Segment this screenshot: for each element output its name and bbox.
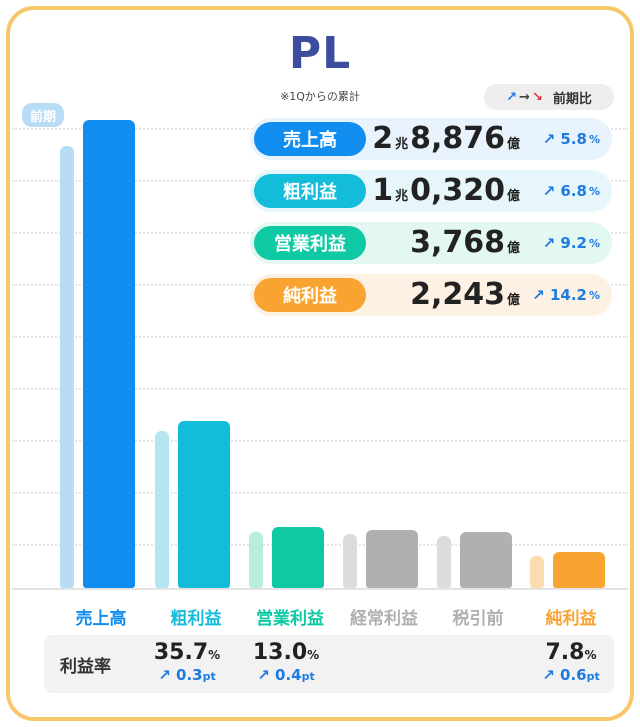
metric-change-value: 9.2 xyxy=(560,234,587,252)
grid-line xyxy=(12,336,628,338)
ratio-unit: % xyxy=(584,648,597,662)
bar-previous xyxy=(343,534,357,588)
metric-label: 売上高 xyxy=(254,122,366,156)
category-label: 税引前 xyxy=(452,609,504,629)
metric-change-value: 5.8 xyxy=(560,130,587,148)
category-label: 粗利益 xyxy=(170,609,222,629)
metric-change: ↗ 14.2% xyxy=(532,274,600,316)
category-label: 純利益 xyxy=(545,609,597,629)
metric-change-unit: % xyxy=(588,184,600,198)
bar-previous xyxy=(60,145,74,588)
legend-label: 前期比 xyxy=(552,91,592,107)
metric-row-operating-profit: 営業利益 3,768 億 ↗ 9.2% xyxy=(250,222,612,264)
page-subtitle: ※1Qからの累計 xyxy=(280,90,360,103)
arrow-up-icon: ↗ xyxy=(542,666,555,684)
ratio-change: 0.6 xyxy=(560,666,587,684)
change-legend: ↗ → ↘ 前期比 xyxy=(484,84,614,110)
ratio-change: 0.4 xyxy=(275,666,302,684)
arrow-down-icon: ↘ xyxy=(531,89,543,105)
category-label: 営業利益 xyxy=(256,609,324,629)
metric-cho: 2 xyxy=(372,121,394,156)
bar-previous xyxy=(155,431,169,588)
arrow-right-icon: → xyxy=(519,89,530,105)
ratio-operating-profit: 13.0% ↗ 0.4pt xyxy=(241,640,331,684)
metric-label: 純利益 xyxy=(254,278,366,312)
page-title: PL xyxy=(288,28,352,79)
grid-line xyxy=(12,388,628,390)
metric-label: 粗利益 xyxy=(254,174,366,208)
metric-value: 1 兆 0,320 億 xyxy=(372,170,522,212)
grid-line xyxy=(12,440,628,442)
metric-unit: 億 xyxy=(506,137,520,152)
profit-ratio-label: 利益率 xyxy=(60,657,111,677)
ratio-unit: % xyxy=(307,648,320,662)
ratio-unit: % xyxy=(208,648,221,662)
bar-current xyxy=(460,531,512,588)
chart-baseline xyxy=(12,588,628,590)
metric-change: ↗ 5.8% xyxy=(543,118,600,160)
metric-unit: 億 xyxy=(506,189,520,204)
ratio-value: 7.8 xyxy=(545,640,585,665)
metric-label: 営業利益 xyxy=(254,226,366,260)
category-label: 経常利益 xyxy=(350,609,418,629)
ratio-value: 13.0 xyxy=(252,640,308,665)
metric-oku: 2,243 xyxy=(410,277,505,312)
metric-unit: 億 xyxy=(506,293,520,308)
ratio-change: 0.3 xyxy=(176,666,203,684)
arrow-up-icon: ↗ xyxy=(506,89,518,105)
bar-current xyxy=(178,420,230,588)
arrow-up-icon: ↗ xyxy=(158,666,171,684)
bar-previous xyxy=(530,556,544,588)
bar-current xyxy=(83,120,135,588)
metric-row-sales: 売上高 2 兆 8,876 億 ↗ 5.8% xyxy=(250,118,612,160)
bar-previous xyxy=(249,532,263,588)
metric-cho-unit: 兆 xyxy=(395,137,409,152)
metric-row-net-profit: 純利益 2,243 億 ↗ 14.2% xyxy=(250,274,612,316)
metric-oku: 0,320 xyxy=(410,173,505,208)
metric-change-unit: % xyxy=(588,132,600,146)
arrow-up-icon: ↗ xyxy=(542,130,556,148)
metric-change-value: 14.2 xyxy=(549,286,587,304)
bar-current xyxy=(553,551,605,588)
arrow-up-icon: ↗ xyxy=(542,182,556,200)
metric-oku: 8,876 xyxy=(410,121,505,156)
bar-previous xyxy=(437,535,451,588)
ratio-change-unit: pt xyxy=(586,670,600,683)
metric-change-unit: % xyxy=(588,288,600,302)
arrow-up-icon: ↗ xyxy=(542,234,556,252)
metric-value: 3,768 億 xyxy=(410,222,522,264)
metric-row-gross-profit: 粗利益 1 兆 0,320 億 ↗ 6.8% xyxy=(250,170,612,212)
ratio-value: 35.7 xyxy=(153,640,209,665)
metric-unit: 億 xyxy=(506,241,520,256)
metric-change: ↗ 6.8% xyxy=(543,170,600,212)
metric-value: 2 兆 8,876 億 xyxy=(372,118,522,160)
ratio-change-unit: pt xyxy=(202,670,216,683)
category-label: 売上高 xyxy=(75,609,127,629)
ratio-change-unit: pt xyxy=(301,670,315,683)
ratio-gross-profit: 35.7% ↗ 0.3pt xyxy=(142,640,232,684)
metric-change-value: 6.8 xyxy=(560,182,587,200)
metric-change-unit: % xyxy=(588,236,600,250)
grid-line xyxy=(12,492,628,494)
bar-current xyxy=(272,526,324,588)
ratio-net-profit: 7.8% ↗ 0.6pt xyxy=(526,640,616,684)
profit-ratio-box xyxy=(44,635,614,693)
metric-change: ↗ 9.2% xyxy=(543,222,600,264)
bar-current xyxy=(366,530,418,588)
arrow-up-icon: ↗ xyxy=(532,286,545,304)
metric-oku: 3,768 xyxy=(410,225,505,260)
arrow-up-icon: ↗ xyxy=(257,666,270,684)
metric-value: 2,243 億 xyxy=(410,274,522,316)
metric-cho-unit: 兆 xyxy=(395,189,409,204)
metric-cho: 1 xyxy=(372,173,394,208)
previous-period-tag: 前期 xyxy=(22,103,64,127)
